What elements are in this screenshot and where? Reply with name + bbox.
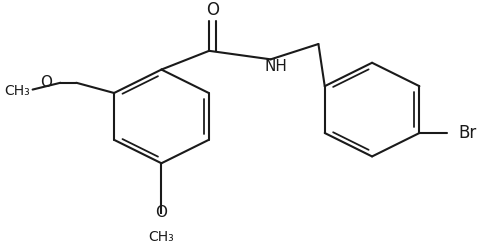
Text: Br: Br [458, 124, 476, 142]
Text: O: O [207, 1, 219, 19]
Text: NH: NH [264, 59, 287, 74]
Text: CH₃: CH₃ [149, 229, 174, 242]
Text: O: O [156, 205, 167, 220]
Text: CH₃: CH₃ [4, 84, 29, 98]
Text: O: O [41, 75, 53, 90]
